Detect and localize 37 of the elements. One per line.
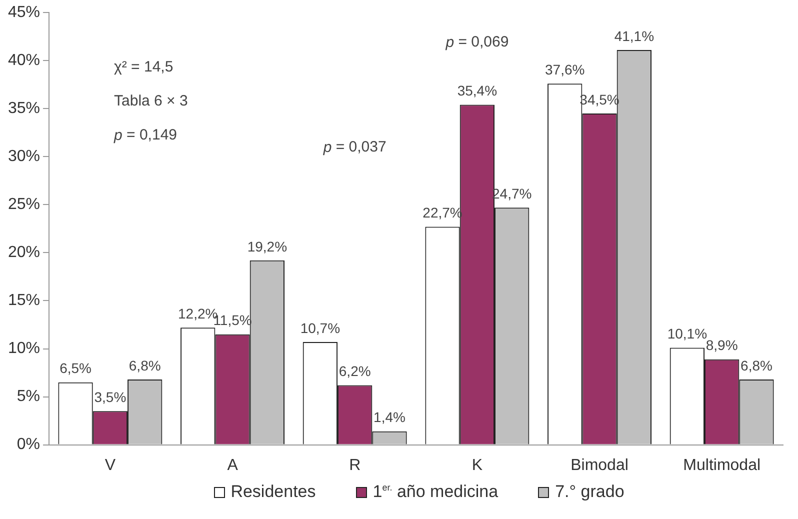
data-label: 6,8% xyxy=(128,357,161,374)
annotation: χ² = 14,5 xyxy=(114,58,174,76)
data-label: 6,5% xyxy=(60,360,92,376)
data-label: 35,4% xyxy=(457,82,498,99)
y-tick-label: 45% xyxy=(8,4,40,22)
y-tick-label: 0% xyxy=(16,436,40,454)
y-tick-label: 10% xyxy=(8,340,40,358)
data-label: 10,1% xyxy=(667,326,708,342)
text: Residentes xyxy=(230,482,316,502)
data-label: 8,9% xyxy=(706,337,738,354)
x-tick-label: V xyxy=(104,456,116,474)
annotation: p = 0,149 xyxy=(113,126,178,144)
data-label: 3,5% xyxy=(94,389,126,406)
x-tick-label: Multimodal xyxy=(683,456,761,474)
y-tick-label: 15% xyxy=(8,292,40,310)
y-tick-label: 25% xyxy=(8,196,40,214)
data-label: 19,2% xyxy=(247,238,288,254)
legend-label: 1$^{er.}$ año medicina xyxy=(372,482,498,502)
annotation: p = 0,037 xyxy=(322,138,386,156)
y-tick-label: 40% xyxy=(8,52,40,70)
y-tick-label: 35% xyxy=(8,100,40,118)
annotation: p = 0,069 xyxy=(444,34,509,51)
data-label: 41,1% xyxy=(614,28,654,44)
x-tick-label: K xyxy=(472,456,483,474)
data-label: 6,8% xyxy=(740,357,772,374)
y-tick-label: 20% xyxy=(8,244,40,262)
y-tick-label: 5% xyxy=(16,388,40,406)
x-tick-label: A xyxy=(227,456,238,474)
x-tick-label: R xyxy=(349,456,361,474)
y-tick-label: 30% xyxy=(8,148,40,166)
data-label: 10,7% xyxy=(300,320,340,336)
data-label: 6,2% xyxy=(338,363,371,380)
legend-label: 7.° grado xyxy=(555,482,624,502)
data-label: 37,6% xyxy=(544,62,585,78)
x-tick-label: Bimodal xyxy=(570,456,628,474)
annotation: Tabla 6 × 3 xyxy=(114,92,188,110)
data-label: 1,4% xyxy=(374,409,406,426)
